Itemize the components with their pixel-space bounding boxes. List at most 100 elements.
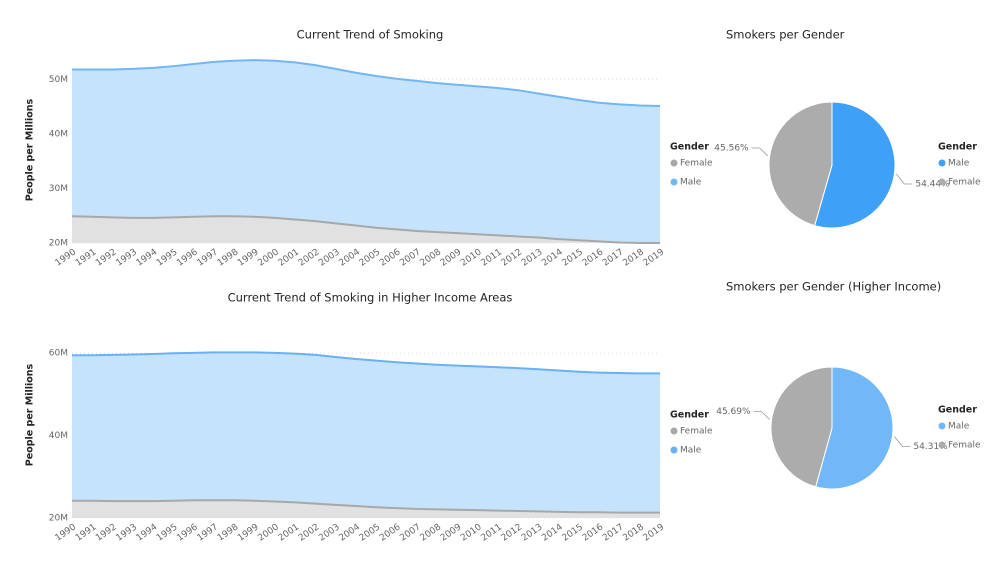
x-tick-label: 2002 bbox=[297, 247, 321, 268]
leader-line bbox=[894, 436, 911, 447]
legend-swatch bbox=[938, 178, 946, 186]
x-tick-label: 2001 bbox=[277, 522, 301, 543]
x-tick-label: 2007 bbox=[398, 522, 422, 543]
x-tick-label: 2018 bbox=[621, 247, 646, 268]
x-tick-label: 2018 bbox=[621, 522, 646, 543]
legend-label: Female bbox=[680, 159, 713, 169]
x-tick-label: 2009 bbox=[439, 522, 464, 543]
pie-slice bbox=[770, 366, 833, 488]
y-tick-label: 50M bbox=[49, 75, 68, 85]
x-tick-label: 2010 bbox=[459, 522, 484, 543]
legend-title: Gender bbox=[670, 142, 709, 153]
x-tick-label: 2014 bbox=[540, 522, 565, 543]
x-tick-label: 2009 bbox=[439, 247, 464, 268]
area-line bbox=[72, 499, 660, 514]
y-tick-label: 40M bbox=[49, 129, 68, 139]
x-tick-label: 1994 bbox=[135, 247, 160, 268]
x-tick-label: 2005 bbox=[358, 247, 382, 268]
x-tick-label: 2010 bbox=[459, 247, 484, 268]
y-axis-title: People per Millions bbox=[25, 363, 36, 466]
x-tick-label: 2000 bbox=[256, 247, 281, 268]
x-tick-label: 1990 bbox=[54, 247, 79, 268]
x-tick-label: 2013 bbox=[520, 522, 544, 543]
x-tick-label: 1991 bbox=[74, 247, 98, 268]
data-label: 45.56% bbox=[714, 143, 749, 153]
x-tick-label: 2004 bbox=[338, 247, 363, 268]
area-fill bbox=[72, 500, 660, 518]
x-tick-label: 1991 bbox=[74, 522, 98, 543]
legend-swatch bbox=[670, 178, 678, 186]
x-tick-label: 1997 bbox=[196, 522, 220, 543]
x-tick-label: 1996 bbox=[175, 247, 200, 268]
x-tick-label: 2005 bbox=[358, 522, 382, 543]
x-tick-label: 1995 bbox=[155, 247, 179, 268]
y-tick-label: 40M bbox=[49, 431, 68, 441]
x-tick-label: 2015 bbox=[561, 247, 585, 268]
x-tick-label: 1999 bbox=[236, 522, 261, 543]
y-tick-label: 60M bbox=[49, 349, 68, 359]
x-tick-label: 1995 bbox=[155, 522, 179, 543]
chart-title: Smokers per Gender (Higher Income) bbox=[726, 280, 941, 294]
data-label: 54.31% bbox=[913, 442, 948, 452]
x-tick-label: 2008 bbox=[419, 247, 444, 268]
legend-swatch bbox=[938, 422, 946, 430]
x-tick-label: 2015 bbox=[561, 522, 585, 543]
x-tick-label: 1993 bbox=[114, 247, 138, 268]
x-tick-label: 1990 bbox=[54, 522, 79, 543]
x-tick-label: 1999 bbox=[236, 247, 261, 268]
x-tick-label: 2003 bbox=[317, 522, 341, 543]
y-axis-title: People per Millions bbox=[25, 98, 36, 201]
leader-line bbox=[753, 411, 770, 420]
x-tick-label: 1996 bbox=[175, 522, 200, 543]
leader-line bbox=[896, 173, 913, 185]
x-tick-label: 1992 bbox=[94, 247, 118, 268]
x-tick-label: 2000 bbox=[256, 522, 281, 543]
x-tick-label: 1994 bbox=[135, 522, 160, 543]
chart-title: Current Trend of Smoking bbox=[297, 28, 444, 42]
x-tick-label: 1992 bbox=[94, 522, 118, 543]
x-tick-label: 2001 bbox=[277, 247, 301, 268]
data-label: 54.44% bbox=[915, 180, 950, 190]
x-tick-label: 2006 bbox=[378, 247, 403, 268]
y-tick-label: 20M bbox=[49, 514, 68, 524]
pie-slice bbox=[815, 366, 894, 490]
x-tick-label: 2016 bbox=[581, 247, 606, 268]
x-tick-label: 1998 bbox=[216, 522, 241, 543]
x-tick-label: 1998 bbox=[216, 247, 241, 268]
legend-swatch bbox=[670, 159, 678, 167]
legend-label: Male bbox=[948, 422, 970, 432]
area-fill bbox=[72, 60, 660, 243]
x-tick-label: 2012 bbox=[500, 522, 524, 543]
x-tick-label: 2006 bbox=[378, 522, 403, 543]
x-tick-label: 2011 bbox=[479, 522, 503, 543]
y-tick-label: 20M bbox=[49, 239, 68, 249]
x-tick-label: 2014 bbox=[540, 247, 565, 268]
x-tick-label: 1993 bbox=[114, 522, 138, 543]
x-tick-label: 2004 bbox=[338, 522, 363, 543]
x-tick-label: 2011 bbox=[479, 247, 503, 268]
legend-swatch bbox=[938, 159, 946, 167]
x-tick-label: 2016 bbox=[581, 522, 606, 543]
chart-title: Current Trend of Smoking in Higher Incom… bbox=[228, 291, 513, 305]
legend-swatch bbox=[938, 441, 946, 449]
x-tick-label: 2002 bbox=[297, 522, 321, 543]
pie-slice bbox=[768, 101, 833, 227]
x-tick-label: 2013 bbox=[520, 247, 544, 268]
y-tick-label: 30M bbox=[49, 184, 68, 194]
data-label: 45.69% bbox=[716, 407, 751, 417]
x-tick-label: 2012 bbox=[500, 247, 524, 268]
x-tick-label: 2017 bbox=[601, 247, 625, 268]
legend-label: Female bbox=[680, 427, 713, 437]
leader-line bbox=[751, 147, 768, 157]
area-line bbox=[72, 351, 660, 375]
legend-label: Male bbox=[680, 446, 702, 456]
x-tick-label: 2003 bbox=[317, 247, 341, 268]
legend-label: Female bbox=[948, 441, 981, 451]
legend-title: Gender bbox=[938, 405, 977, 416]
x-tick-label: 2019 bbox=[642, 522, 667, 543]
x-tick-label: 2008 bbox=[419, 522, 444, 543]
x-tick-label: 1997 bbox=[196, 247, 220, 268]
legend-label: Male bbox=[680, 178, 702, 188]
legend-swatch bbox=[670, 446, 678, 454]
pie-slice bbox=[814, 101, 896, 229]
